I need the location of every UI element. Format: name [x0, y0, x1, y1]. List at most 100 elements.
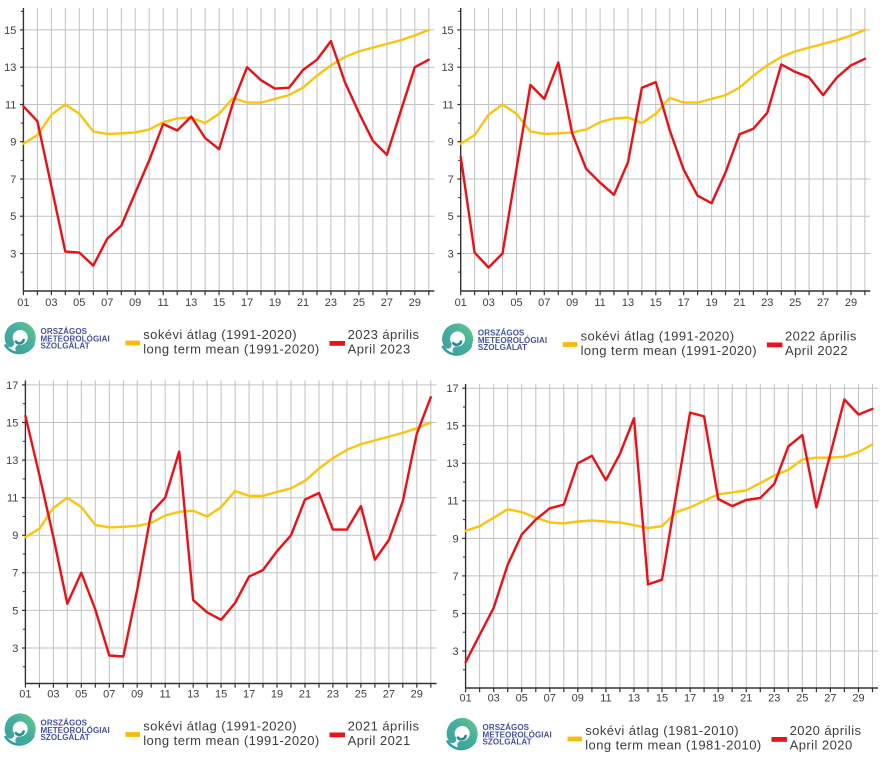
- svg-text:29: 29: [409, 297, 421, 309]
- svg-text:3: 3: [452, 646, 458, 658]
- svg-text:11: 11: [594, 297, 605, 309]
- svg-text:27: 27: [383, 689, 395, 701]
- svg-text:2022 április: 2022 április: [785, 328, 857, 343]
- svg-text:11: 11: [600, 693, 611, 705]
- svg-text:15: 15: [215, 689, 227, 701]
- svg-text:7: 7: [448, 174, 454, 186]
- svg-text:13: 13: [185, 297, 197, 309]
- svg-text:long term mean (1981-2010): long term mean (1981-2010): [585, 737, 761, 752]
- svg-text:17: 17: [446, 383, 458, 395]
- svg-text:3: 3: [12, 643, 18, 655]
- svg-text:11: 11: [447, 496, 458, 508]
- svg-text:ORSZÁGOS: ORSZÁGOS: [483, 723, 530, 732]
- svg-text:01: 01: [459, 693, 471, 705]
- svg-text:ORSZÁGOS: ORSZÁGOS: [41, 718, 88, 727]
- svg-text:27: 27: [381, 297, 393, 309]
- svg-text:2021 április: 2021 április: [348, 718, 420, 733]
- svg-text:9: 9: [10, 137, 16, 149]
- svg-text:23: 23: [327, 689, 339, 701]
- svg-text:April 2022: April 2022: [785, 343, 848, 358]
- svg-text:SZOLGÁLAT: SZOLGÁLAT: [478, 343, 527, 352]
- svg-text:17: 17: [6, 380, 18, 392]
- svg-text:April 2023: April 2023: [348, 341, 411, 356]
- svg-text:15: 15: [4, 25, 16, 37]
- svg-text:April 2020: April 2020: [790, 737, 853, 752]
- svg-text:21: 21: [299, 689, 311, 701]
- svg-text:5: 5: [448, 211, 454, 223]
- svg-text:25: 25: [355, 689, 367, 701]
- svg-text:11: 11: [5, 99, 16, 111]
- svg-text:25: 25: [796, 693, 808, 705]
- svg-text:3: 3: [448, 248, 454, 260]
- svg-text:METEOROLÓGIAI: METEOROLÓGIAI: [478, 336, 547, 345]
- svg-text:5: 5: [452, 608, 458, 620]
- svg-text:15: 15: [650, 297, 662, 309]
- svg-text:27: 27: [817, 297, 829, 309]
- svg-text:long term mean (1991-2020): long term mean (1991-2020): [143, 341, 319, 356]
- svg-text:17: 17: [684, 693, 696, 705]
- svg-text:23: 23: [761, 297, 773, 309]
- svg-text:11: 11: [442, 99, 453, 111]
- svg-text:METEOROLÓGIAI: METEOROLÓGIAI: [483, 730, 552, 739]
- svg-text:07: 07: [538, 297, 550, 309]
- svg-text:9: 9: [452, 533, 458, 545]
- svg-text:03: 03: [45, 297, 57, 309]
- svg-text:13: 13: [441, 62, 453, 74]
- svg-text:05: 05: [73, 297, 85, 309]
- svg-text:21: 21: [733, 297, 745, 309]
- svg-text:01: 01: [19, 689, 31, 701]
- svg-text:09: 09: [566, 297, 578, 309]
- svg-text:25: 25: [353, 297, 365, 309]
- svg-text:13: 13: [187, 689, 199, 701]
- svg-text:7: 7: [10, 174, 16, 186]
- svg-text:11: 11: [159, 689, 170, 701]
- svg-text:17: 17: [243, 689, 255, 701]
- svg-text:7: 7: [452, 571, 458, 583]
- svg-text:13: 13: [628, 693, 640, 705]
- svg-text:07: 07: [101, 297, 113, 309]
- svg-text:SZOLGÁLAT: SZOLGÁLAT: [41, 342, 90, 351]
- svg-text:03: 03: [488, 693, 500, 705]
- svg-text:15: 15: [441, 25, 453, 37]
- svg-text:15: 15: [213, 297, 225, 309]
- svg-text:13: 13: [4, 62, 16, 74]
- svg-text:29: 29: [845, 297, 857, 309]
- svg-text:19: 19: [712, 693, 724, 705]
- svg-text:sokévi átlag (1991-2020): sokévi átlag (1991-2020): [143, 718, 297, 733]
- svg-text:19: 19: [271, 689, 283, 701]
- svg-text:sokévi átlag (1991-2020): sokévi átlag (1991-2020): [143, 327, 297, 342]
- svg-text:05: 05: [75, 689, 87, 701]
- svg-text:13: 13: [446, 458, 458, 470]
- svg-text:19: 19: [705, 297, 717, 309]
- svg-text:METEOROLÓGIAI: METEOROLÓGIAI: [41, 334, 110, 343]
- svg-text:03: 03: [482, 297, 494, 309]
- svg-text:15: 15: [446, 421, 458, 433]
- svg-text:09: 09: [572, 693, 584, 705]
- svg-text:April 2021: April 2021: [348, 733, 411, 748]
- svg-text:09: 09: [131, 689, 143, 701]
- svg-text:21: 21: [297, 297, 309, 309]
- svg-text:17: 17: [241, 297, 253, 309]
- svg-text:13: 13: [622, 297, 634, 309]
- svg-text:15: 15: [6, 417, 18, 429]
- svg-text:27: 27: [824, 693, 836, 705]
- svg-text:sokévi átlag (1991-2020): sokévi átlag (1991-2020): [581, 328, 735, 343]
- svg-text:07: 07: [544, 693, 556, 705]
- svg-text:11: 11: [7, 493, 18, 505]
- svg-text:long term mean (1991-2020): long term mean (1991-2020): [143, 733, 319, 748]
- svg-text:5: 5: [10, 211, 16, 223]
- svg-text:03: 03: [47, 689, 59, 701]
- svg-text:09: 09: [129, 297, 141, 309]
- svg-text:long term mean (1991-2020): long term mean (1991-2020): [581, 343, 757, 358]
- svg-text:05: 05: [516, 693, 528, 705]
- svg-text:13: 13: [6, 455, 18, 467]
- svg-text:19: 19: [269, 297, 281, 309]
- svg-text:23: 23: [768, 693, 780, 705]
- svg-text:01: 01: [17, 297, 29, 309]
- svg-text:25: 25: [789, 297, 801, 309]
- svg-text:9: 9: [12, 530, 18, 542]
- svg-text:7: 7: [12, 568, 18, 580]
- svg-text:ORSZÁGOS: ORSZÁGOS: [478, 328, 525, 337]
- svg-text:3: 3: [10, 248, 16, 260]
- svg-text:sokévi átlag (1981-2010): sokévi átlag (1981-2010): [585, 723, 739, 738]
